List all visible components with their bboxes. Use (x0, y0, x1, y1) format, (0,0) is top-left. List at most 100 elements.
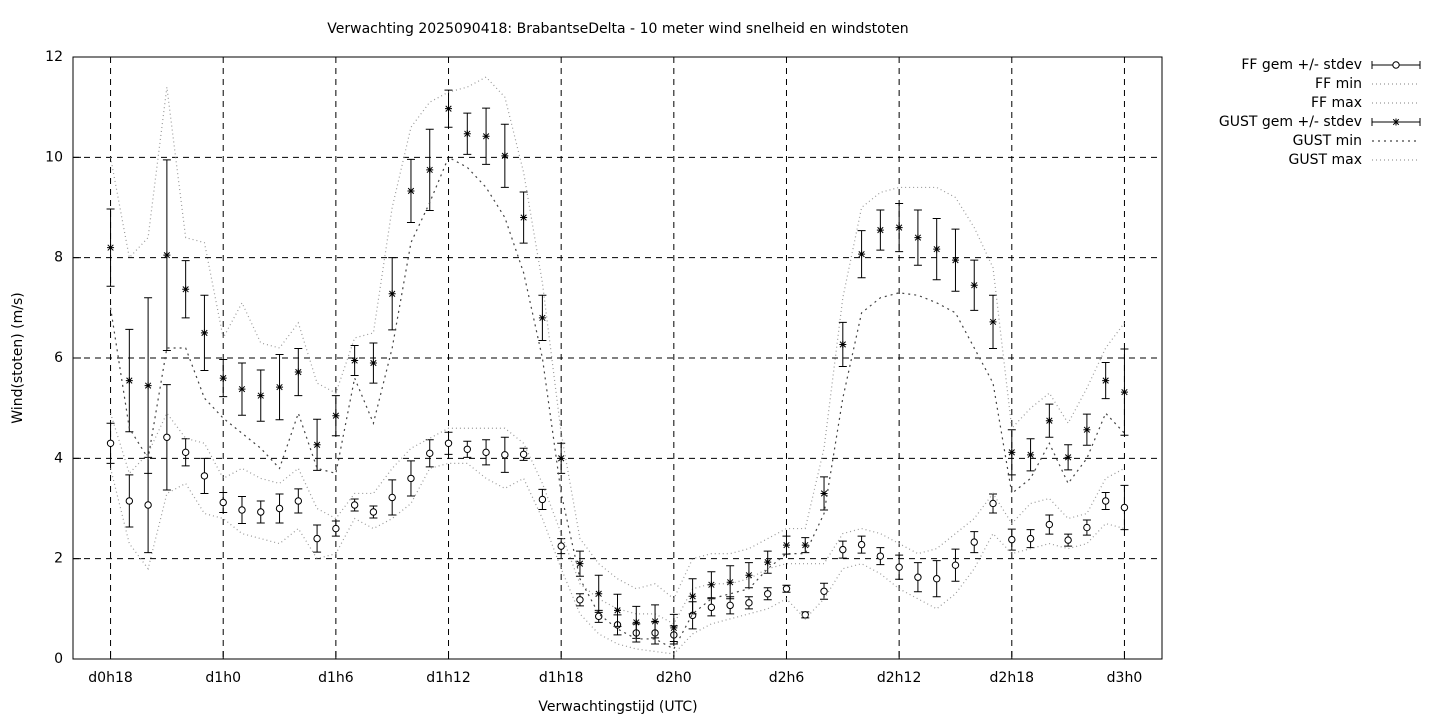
point (482, 448, 490, 457)
point (1045, 520, 1054, 529)
point (1102, 377, 1110, 385)
legend-marker (1392, 118, 1400, 126)
point (407, 187, 415, 195)
x-tick-label: d2h18 (990, 670, 1034, 686)
point (238, 506, 246, 514)
point (801, 541, 809, 549)
point (1064, 536, 1072, 544)
point (689, 592, 697, 600)
legend-label: FF min (1315, 76, 1362, 92)
point (1120, 388, 1128, 396)
range-line (109, 156, 1125, 650)
legend-label: FF gem +/- stdev (1241, 57, 1362, 73)
point (444, 439, 453, 447)
point (144, 382, 152, 390)
legend: FF gem +/- stdev FF min FF max GUST gem +/-… (1219, 57, 1421, 168)
x-tick-label: d1h6 (318, 670, 354, 686)
point (501, 451, 509, 459)
point (914, 573, 922, 581)
point (801, 611, 809, 619)
legend-marker (1392, 61, 1400, 69)
point (445, 105, 453, 113)
point (1064, 453, 1072, 461)
legend-label: FF max (1311, 95, 1362, 111)
point (520, 214, 528, 222)
point (181, 448, 190, 457)
plot-border (72, 56, 1163, 660)
y-axis-label: Wind(stoten) (m/s) (10, 292, 26, 423)
point (632, 618, 640, 626)
point (276, 383, 284, 391)
point (745, 571, 753, 579)
point (463, 445, 471, 454)
legend-label: GUST min (1293, 133, 1362, 149)
point (782, 541, 790, 549)
point (989, 499, 997, 508)
point (914, 234, 922, 242)
point (1120, 503, 1129, 512)
point (876, 552, 885, 560)
point (932, 575, 941, 583)
point (782, 585, 791, 593)
point (895, 563, 903, 571)
point (895, 224, 903, 232)
point (745, 599, 753, 607)
point (726, 601, 734, 610)
point (519, 450, 528, 459)
point (107, 244, 115, 252)
point (313, 441, 321, 449)
point (670, 624, 678, 632)
x-tick-label: d2h0 (656, 670, 692, 686)
point (726, 578, 734, 586)
x-tick-label: d1h0 (205, 670, 241, 686)
y-tick-label: 12 (45, 49, 63, 65)
point (313, 534, 321, 543)
point (388, 493, 396, 502)
y-tick-label: 4 (54, 450, 63, 466)
point (388, 290, 396, 298)
point (163, 433, 171, 441)
point (294, 497, 303, 505)
point (951, 561, 960, 569)
point (257, 508, 265, 516)
x-tick-label: d3h0 (1107, 670, 1143, 686)
y-tick-label: 8 (54, 250, 63, 266)
point (970, 538, 978, 546)
point (1008, 535, 1016, 544)
point (426, 166, 434, 174)
point (1083, 426, 1091, 434)
point (426, 449, 434, 458)
point (651, 617, 659, 625)
point (163, 251, 171, 259)
point (970, 281, 978, 289)
x-tick-label: d1h18 (539, 670, 583, 686)
y-tick-label: 6 (54, 350, 63, 366)
point (1083, 523, 1091, 532)
point (351, 357, 359, 365)
plot (106, 76, 1129, 655)
y-tick-label: 10 (45, 149, 63, 165)
x-tick-label: d2h12 (877, 670, 921, 686)
point (764, 590, 772, 598)
point (614, 606, 621, 614)
point (501, 152, 509, 160)
point (820, 587, 828, 595)
point (707, 581, 715, 589)
point (350, 501, 359, 509)
point (557, 454, 565, 462)
chart-title: Verwachting 2025090418: BrabantseDelta -… (327, 21, 908, 37)
point (858, 250, 866, 258)
point (294, 368, 302, 376)
point (369, 508, 378, 516)
point (989, 318, 997, 326)
point (557, 542, 565, 550)
x-axis-label: Verwachtingstijd (UTC) (538, 699, 697, 715)
legend-label: GUST max (1289, 152, 1363, 168)
point (182, 285, 190, 293)
point (332, 524, 340, 533)
point (839, 545, 847, 554)
point (257, 392, 265, 400)
